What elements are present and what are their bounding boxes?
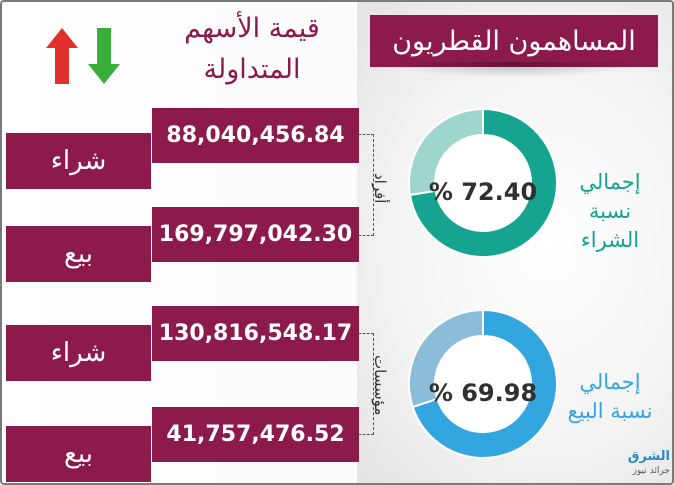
buy-ratio-donut: [408, 107, 558, 258]
column-title: قيمة الأسهم المتداولة: [152, 8, 352, 90]
buy-ratio-caption-line2: نسبة الشراء: [580, 199, 640, 252]
column-title-line1: قيمة الأسهم: [184, 13, 320, 44]
group-label-institutions: مؤسسات: [371, 354, 389, 416]
up-down-arrows-icon: [46, 28, 120, 84]
label-individuals-sell: بيع: [6, 226, 151, 282]
sell-ratio-caption: إجمالي نسبة البيع: [560, 368, 660, 426]
buy-ratio-segment: [408, 107, 558, 258]
publisher-logo: الشرق جرائد نيوز: [602, 449, 670, 477]
label-institutions-buy: شراء: [6, 325, 151, 381]
institutions-bracket: [358, 333, 374, 435]
sell-ratio-segment: [411, 308, 558, 459]
column-title-line2: المتداولة: [203, 54, 301, 85]
label-individuals-buy: شراء: [6, 133, 151, 189]
sell-ratio-caption-line2: نسبة البيع: [567, 399, 653, 423]
buy-ratio-caption: إجمالي نسبة الشراء: [560, 168, 660, 255]
buy-ratio-label: % 72.40: [428, 178, 538, 206]
logo-line1: الشرق: [627, 449, 670, 464]
group-label-individuals: أفراد: [371, 172, 389, 204]
sell-ratio-label: % 69.98: [428, 379, 538, 407]
sell-ratio-donut-hole: [436, 337, 530, 431]
sell-ratio-caption-line1: إجمالي: [579, 370, 641, 394]
buy-ratio-caption-line1: إجمالي: [579, 170, 641, 194]
buy-ratio-remainder-segment: [408, 107, 484, 197]
value-individuals-sell: 169,797,042.30: [152, 207, 359, 262]
sell-ratio-donut: [408, 308, 558, 459]
header-shadow: [388, 62, 640, 78]
value-institutions-sell: 41,757,476.52: [152, 407, 359, 462]
header-title: المساهمون القطريون: [370, 15, 658, 67]
buy-ratio-donut-hole: [436, 136, 530, 230]
sell-ratio-remainder-segment: [408, 308, 484, 409]
logo-line2: جرائد نيوز: [632, 466, 670, 476]
value-institutions-buy: 130,816,548.17: [152, 306, 359, 361]
individuals-bracket: [358, 134, 374, 236]
value-individuals-buy: 88,040,456.84: [152, 108, 359, 163]
label-institutions-sell: بيع: [6, 426, 151, 482]
